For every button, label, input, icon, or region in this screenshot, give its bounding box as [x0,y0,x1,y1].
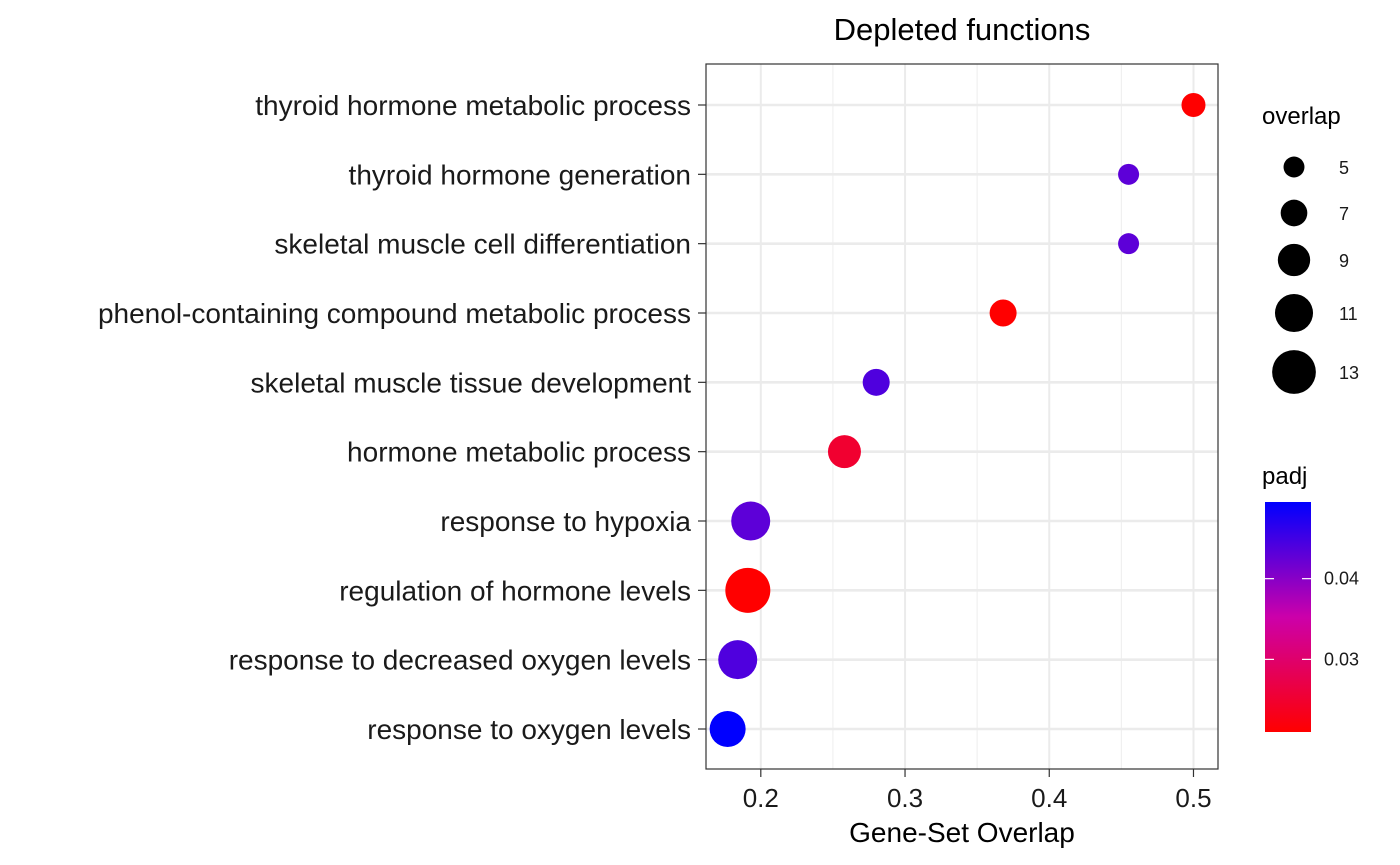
size-legend-key [1277,243,1311,277]
y-tick-label: regulation of hormone levels [339,575,691,606]
y-tick-label: phenol-containing compound metabolic pro… [98,298,691,329]
size-legend-label: 5 [1339,158,1349,178]
y-tick-label: thyroid hormone generation [349,159,691,190]
data-point [709,711,746,747]
x-tick-label: 0.5 [1175,783,1211,813]
data-point [989,299,1017,327]
size-legend-key [1280,199,1308,227]
size-legend-key [1272,350,1316,394]
size-legend-label: 13 [1339,363,1359,383]
x-tick-label: 0.2 [743,783,779,813]
y-tick-label: response to hypoxia [440,506,691,537]
data-point [827,435,861,469]
size-legend-key [1274,293,1314,333]
data-point [725,567,771,613]
color-legend-title: padj [1262,463,1307,490]
data-point [731,501,771,541]
size-legend-label: 9 [1339,251,1349,271]
x-axis-label: Gene-Set Overlap [849,817,1075,848]
x-tick-label: 0.3 [887,783,923,813]
y-tick-label: thyroid hormone metabolic process [255,90,691,121]
size-legend-label: 7 [1339,204,1349,224]
size-legend-key [1283,156,1305,178]
size-legend: 5 7 9 11 13 [1272,156,1359,394]
size-legend-title: overlap [1262,103,1341,130]
color-legend: 0.03 0.04 [1265,569,1359,669]
plot-panel [705,63,1219,770]
data-point [1181,93,1206,117]
y-tick-label: response to decreased oxygen levels [229,645,691,676]
data-point [1118,233,1140,255]
size-legend-label: 11 [1339,304,1358,324]
colorbar-tick-label: 0.03 [1324,649,1359,669]
y-tick-label: skeletal muscle cell differentiation [274,229,691,260]
plot-grid [706,64,1218,769]
padj-colorbar [1265,502,1311,732]
y-tick-label: response to oxygen levels [367,714,691,745]
y-tick-label: hormone metabolic process [347,437,691,468]
data-points [709,93,1206,747]
axes: thyroid hormone metabolic process thyroid… [98,90,1212,813]
y-tick-label: skeletal muscle tissue development [251,367,692,398]
colorbar-tick-label: 0.04 [1324,569,1359,589]
chart-title: Depleted functions [834,12,1091,47]
data-point [1118,163,1140,185]
data-point [862,368,890,396]
data-point [718,640,758,680]
x-tick-label: 0.4 [1031,783,1067,813]
